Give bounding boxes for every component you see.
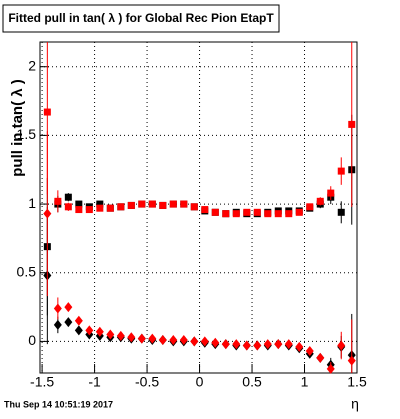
square-marker [169, 200, 177, 208]
x-axis-label: η [351, 396, 359, 412]
square-marker [274, 210, 282, 218]
diamond-marker [116, 330, 125, 341]
diamond-marker [64, 317, 73, 328]
square-marker [106, 204, 114, 212]
square-marker [264, 210, 272, 218]
square-marker [316, 197, 324, 205]
square-marker [117, 203, 125, 211]
square-marker [64, 193, 72, 201]
square-marker [159, 201, 167, 209]
square-marker [253, 208, 261, 216]
diamond-marker [221, 339, 230, 350]
square-marker [85, 206, 93, 214]
square-marker [337, 167, 345, 175]
diamond-marker [347, 355, 356, 366]
y-tick-label: 1.5 [17, 126, 37, 142]
diamond-marker [95, 326, 104, 337]
diamond-marker [200, 336, 209, 347]
x-tick-label: -0.5 [135, 374, 159, 390]
square-marker [211, 208, 219, 216]
square-marker [306, 203, 314, 211]
diamond-marker [158, 335, 167, 346]
plot-frame [39, 41, 358, 374]
diamond-marker [148, 333, 157, 344]
diamond-marker [263, 339, 272, 350]
diamond-marker [274, 339, 283, 350]
diamond-marker [53, 303, 62, 314]
square-marker [222, 210, 230, 218]
diamond-marker [85, 325, 94, 336]
diamond-marker [284, 339, 293, 350]
diamond-marker [64, 302, 73, 313]
x-tick-label: -1 [88, 374, 101, 390]
diamond-marker [43, 208, 52, 219]
diamond-marker [295, 341, 304, 352]
square-marker [127, 201, 135, 209]
y-tick-label: 2 [28, 57, 36, 73]
square-marker [96, 204, 104, 212]
chart-title: Fitted pull in tan( λ ) for Global Rec P… [8, 11, 274, 25]
diamond-marker [242, 340, 251, 351]
y-tick-label: 1 [28, 195, 36, 211]
y-axis-label: pull in tan( λ ) [9, 79, 26, 177]
title-box [2, 4, 280, 33]
diamond-marker [74, 315, 83, 326]
square-marker [337, 208, 345, 216]
square-marker [64, 203, 72, 211]
square-marker [201, 206, 209, 214]
diamond-marker [137, 333, 146, 344]
square-marker [138, 200, 146, 208]
x-tick-label: 1.5 [347, 374, 367, 390]
diamond-marker [253, 340, 262, 351]
diamond-marker [337, 340, 346, 351]
diamond-marker [316, 352, 325, 363]
square-marker [295, 208, 303, 216]
diamond-marker [53, 319, 62, 330]
x-tick-label: -1.5 [30, 374, 54, 390]
diamond-marker [106, 329, 115, 340]
diamond-marker [211, 337, 220, 348]
square-marker [75, 200, 83, 208]
square-marker [327, 189, 335, 197]
footer-date: Thu Sep 14 10:51:19 2017 [4, 399, 113, 409]
diamond-marker [326, 363, 335, 374]
y-tick-label: 0.5 [17, 263, 37, 279]
square-marker [75, 206, 83, 214]
square-marker [96, 200, 104, 208]
y-tick-label: 0 [28, 332, 36, 348]
diamond-marker [179, 335, 188, 346]
x-tick-label: 1 [301, 374, 309, 390]
square-marker [190, 203, 198, 211]
diamond-marker [74, 325, 83, 336]
square-marker [232, 210, 240, 218]
diamond-marker [232, 339, 241, 350]
square-marker [285, 210, 293, 218]
square-marker [348, 120, 356, 128]
square-marker [243, 208, 251, 216]
square-marker [54, 197, 62, 205]
x-tick-label: 0.5 [242, 374, 262, 390]
diamond-marker [190, 336, 199, 347]
diamond-marker [305, 346, 314, 357]
square-marker [180, 200, 188, 208]
square-marker [43, 108, 51, 116]
diamond-marker [169, 335, 178, 346]
x-tick-label: 0 [196, 374, 204, 390]
diamond-marker [127, 332, 136, 343]
square-marker [148, 200, 156, 208]
